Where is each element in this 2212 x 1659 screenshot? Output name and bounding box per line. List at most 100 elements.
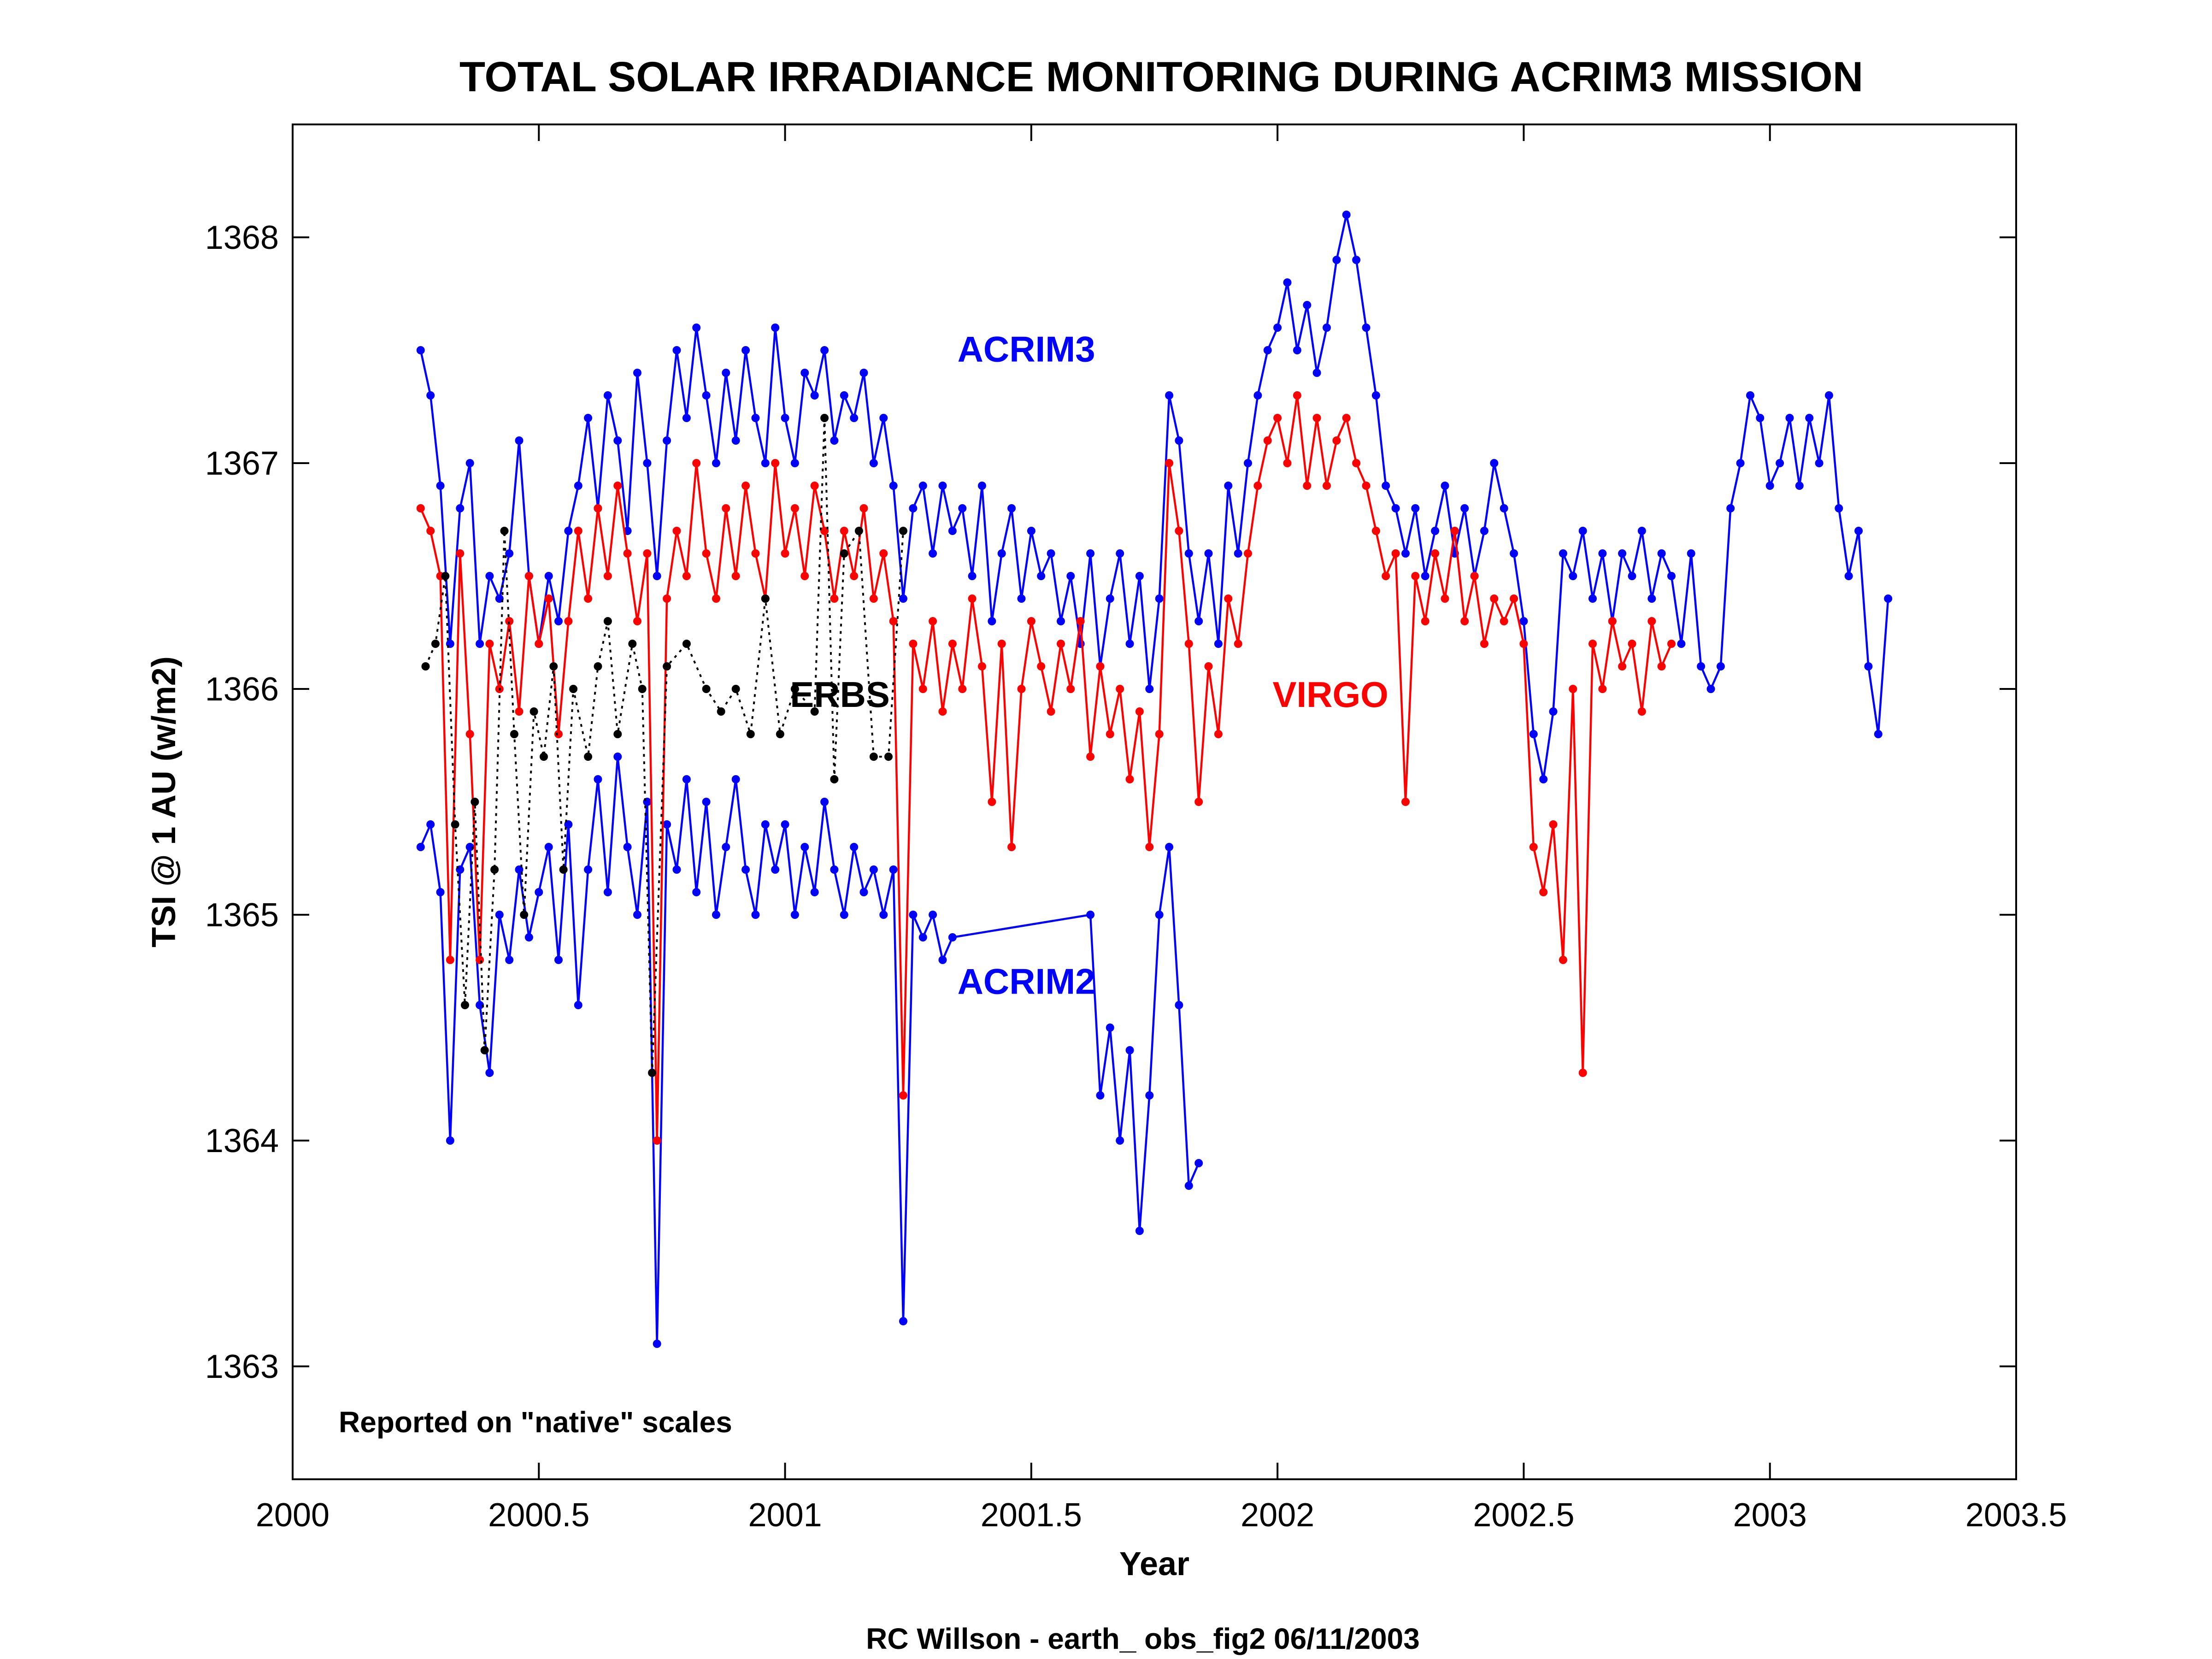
virgo-point-75	[1155, 730, 1164, 738]
virgo-point-87	[1273, 414, 1282, 422]
acrim3-point-20	[613, 436, 622, 445]
acrim3-point-2	[436, 482, 445, 490]
virgo-point-47	[879, 549, 888, 558]
virgo-point-44	[850, 572, 859, 580]
acrim3-point-91	[1312, 369, 1321, 377]
virgo-point-97	[1371, 527, 1380, 535]
virgo-point-80	[1204, 662, 1213, 671]
virgo-point-82	[1224, 594, 1233, 603]
erbs-point-22	[648, 1069, 657, 1077]
acrim3-point-25	[663, 436, 671, 445]
acrim3-point-51	[918, 482, 927, 490]
acrim3-point-70	[1106, 594, 1114, 603]
virgo-point-49	[899, 1091, 907, 1100]
plot-frame	[292, 124, 2017, 1480]
erbs-point-21	[638, 685, 647, 693]
label-erbs: ERBS	[790, 674, 890, 715]
acrim3-point-139	[1785, 414, 1794, 422]
erbs-point-17	[594, 662, 602, 671]
acrim3-point-89	[1293, 346, 1301, 354]
acrim2-point-9	[505, 956, 514, 964]
virgo-point-19	[603, 572, 612, 580]
erbs-point-9	[510, 730, 518, 738]
acrim2-point-33	[741, 865, 750, 874]
erbs-point-28	[746, 730, 755, 738]
acrim3-point-119	[1588, 594, 1597, 603]
acrim3-point-35	[761, 459, 770, 467]
erbs-point-29	[761, 594, 770, 603]
acrim3-point-115	[1549, 707, 1558, 716]
erbs-point-3	[451, 820, 459, 829]
virgo-point-70	[1106, 730, 1114, 738]
virgo-point-105	[1450, 527, 1459, 535]
acrim3-point-149	[1884, 594, 1893, 603]
virgo-point-12	[535, 640, 543, 648]
acrim2-point-36	[771, 865, 780, 874]
x-tick-label-2001: 2001	[748, 1497, 822, 1534]
series-acrim3	[416, 211, 1893, 783]
acrim2-point-49	[899, 1317, 907, 1325]
acrim3-point-56	[968, 572, 977, 580]
series-acrim2	[416, 753, 1203, 1348]
acrim3-point-142	[1815, 459, 1824, 467]
virgo-point-116	[1559, 956, 1567, 964]
acrim3-point-143	[1824, 391, 1833, 400]
acrim3-point-88	[1283, 278, 1292, 287]
virgo-point-91	[1312, 414, 1321, 422]
virgo-point-126	[1657, 662, 1666, 671]
virgo-point-121	[1608, 617, 1617, 625]
annotation-layer: ACRIM3 ACRIM2 ERBS VIRGO	[790, 329, 1388, 1002]
acrim3-point-120	[1598, 549, 1607, 558]
acrim2-point-14	[554, 956, 563, 964]
virgo-point-18	[594, 504, 602, 512]
x-axis: 2000 2000.5 2001 2001.5 2002 2002.5 2003 2003.5	[256, 124, 2067, 1534]
acrim3-point-146	[1854, 527, 1863, 535]
acrim3-point-6	[476, 640, 484, 648]
acrim2-point-8	[495, 911, 504, 919]
acrim2-point-51	[918, 933, 927, 941]
acrim2-point-45	[859, 888, 868, 896]
acrim3-point-131	[1706, 685, 1715, 693]
acrim3-line	[419, 213, 1889, 781]
acrim3-point-123	[1628, 572, 1636, 580]
virgo-point-46	[869, 594, 878, 603]
virgo-point-101	[1411, 572, 1420, 580]
virgo-point-92	[1323, 482, 1331, 490]
acrim3-point-112	[1519, 617, 1528, 625]
series-erbs	[421, 414, 907, 1077]
erbs-point-26	[717, 707, 725, 716]
acrim2-point-16	[574, 1001, 582, 1009]
acrim3-point-34	[751, 414, 760, 422]
acrim3-point-118	[1578, 527, 1587, 535]
acrim2-point-10	[515, 865, 524, 874]
acrim2-point-27	[682, 775, 691, 783]
acrim3-point-52	[929, 549, 937, 558]
acrim3-point-26	[672, 346, 681, 354]
acrim3-point-126	[1657, 549, 1666, 558]
acrim2-point-64	[1175, 1001, 1183, 1009]
erbs-point-24	[682, 640, 691, 648]
acrim3-point-102	[1421, 572, 1430, 580]
virgo-point-108	[1480, 640, 1488, 648]
erbs-point-33	[820, 414, 829, 422]
virgo-point-40	[810, 482, 819, 490]
acrim3-point-74	[1145, 685, 1154, 693]
virgo-point-64	[1047, 707, 1055, 716]
virgo-point-43	[840, 527, 848, 535]
acrim2-point-44	[850, 843, 859, 851]
virgo-point-95	[1352, 459, 1361, 467]
acrim3-point-110	[1500, 504, 1508, 512]
virgo-point-34	[751, 549, 760, 558]
virgo-point-27	[682, 572, 691, 580]
virgo-point-59	[997, 640, 1006, 648]
acrim3-point-38	[790, 459, 799, 467]
acrim3-point-72	[1125, 640, 1134, 648]
virgo-point-58	[988, 798, 996, 806]
acrim3-point-129	[1687, 549, 1695, 558]
acrim3-point-36	[771, 324, 780, 332]
acrim3-point-87	[1273, 324, 1282, 332]
erbs-point-20	[628, 640, 637, 648]
acrim3-point-94	[1342, 211, 1351, 219]
acrim3-point-134	[1736, 459, 1745, 467]
erbs-point-32	[810, 707, 819, 716]
